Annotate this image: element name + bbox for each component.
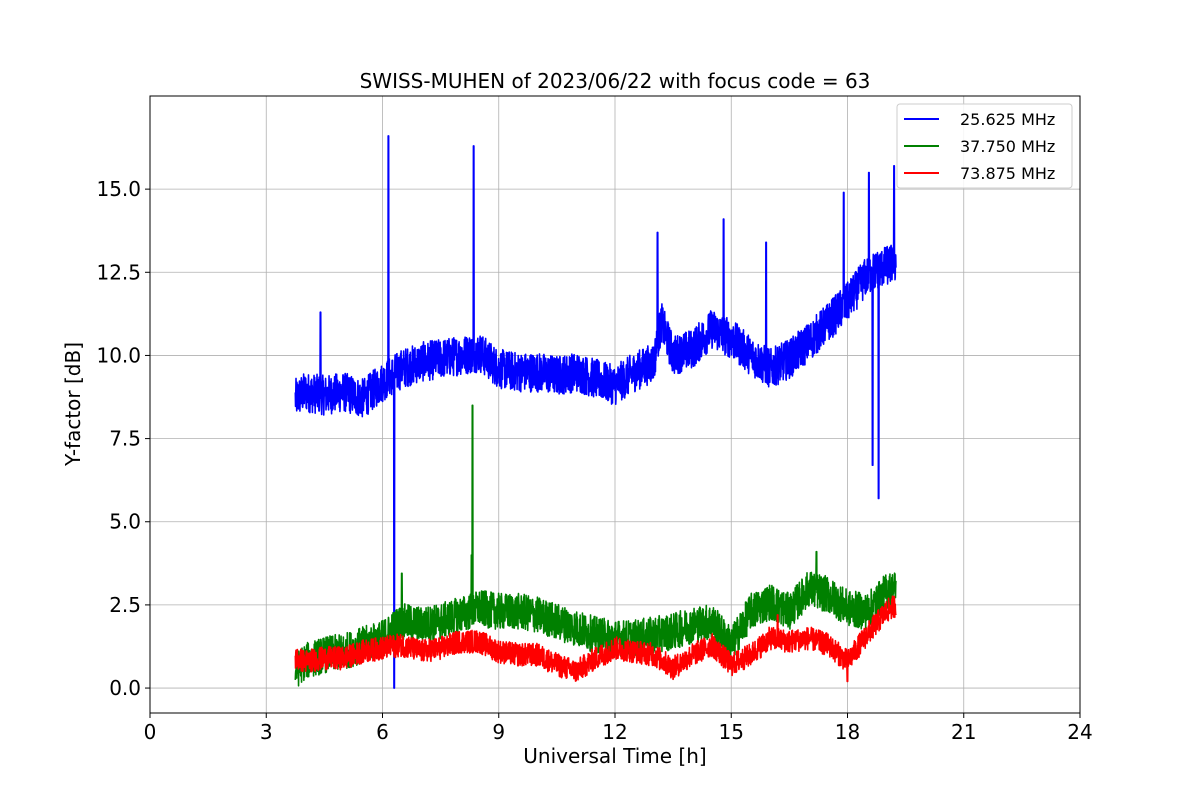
y-tick-label: 5.0 [109, 510, 141, 534]
series-line-37-750 [294, 404, 897, 687]
x-tick-label: 9 [492, 720, 505, 744]
legend: 25.625 MHz 37.750 MHz 73.875 MHz [896, 103, 1073, 189]
x-tick-label: 0 [144, 720, 157, 744]
x-tick-label: 15 [719, 720, 744, 744]
x-tick-label: 12 [602, 720, 627, 744]
x-tick-label: 6 [376, 720, 389, 744]
series-line-25-625 [294, 135, 897, 689]
series-layer [294, 135, 897, 689]
series-line-73-875 [294, 595, 897, 683]
x-axis: 0 3 6 9 12 15 18 21 24 [144, 713, 1093, 744]
y-axis-label: Y-factor [dB] [61, 342, 85, 467]
y-tick-label: 2.5 [109, 593, 141, 617]
legend-label-37-750: 37.750 MHz [960, 137, 1055, 156]
legend-label-73-875: 73.875 MHz [960, 164, 1055, 183]
y-tick-label: 7.5 [109, 427, 141, 451]
x-tick-label: 21 [951, 720, 976, 744]
y-tick-label: 12.5 [96, 260, 141, 284]
legend-box [896, 103, 1073, 189]
y-tick-label: 0.0 [109, 676, 141, 700]
x-tick-label: 3 [260, 720, 273, 744]
chart-title: SWISS-MUHEN of 2023/06/22 with focus cod… [360, 69, 871, 93]
x-tick-label: 24 [1067, 720, 1092, 744]
y-axis: 0.0 2.5 5.0 7.5 10.0 12.5 15.0 [96, 177, 150, 700]
legend-label-25-625: 25.625 MHz [960, 110, 1055, 129]
y-tick-label: 10.0 [96, 343, 141, 367]
x-axis-label: Universal Time [h] [523, 744, 706, 768]
y-tick-label: 15.0 [96, 177, 141, 201]
x-tick-label: 18 [835, 720, 860, 744]
